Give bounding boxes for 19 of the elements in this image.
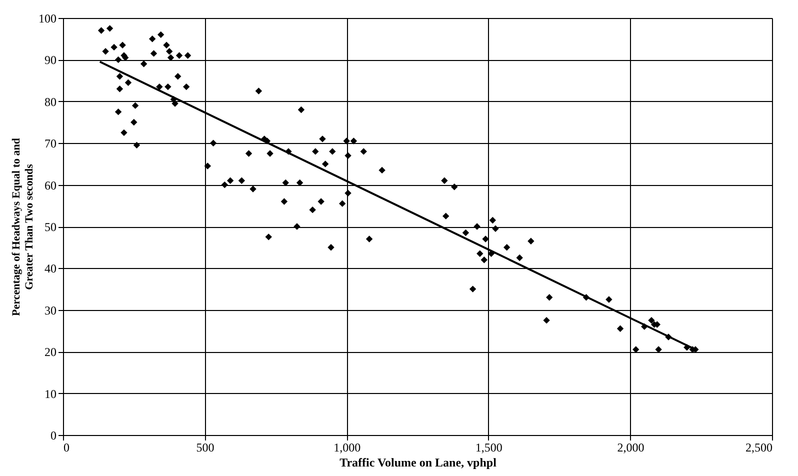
x-tick-label: 2,500 bbox=[746, 440, 772, 454]
y-tick-label: 80 bbox=[44, 94, 56, 109]
y-tick-label: 0 bbox=[50, 428, 56, 442]
y-tick-label: 90 bbox=[44, 53, 56, 68]
y-tick-label: 10 bbox=[44, 386, 56, 401]
y-tick-label: 60 bbox=[44, 178, 56, 192]
x-tick-label: 1,000 bbox=[334, 440, 361, 454]
y-tick-label: 100 bbox=[38, 12, 56, 26]
y-tick-label: 70 bbox=[44, 136, 56, 151]
x-tick-label: 500 bbox=[196, 440, 214, 454]
y-tick-label: 50 bbox=[44, 220, 56, 234]
x-tick-label: 0 bbox=[64, 440, 70, 454]
y-tick-label: 30 bbox=[44, 303, 56, 318]
x-tick-label: 1,500 bbox=[475, 440, 502, 454]
x-tick-label: 2,000 bbox=[617, 440, 644, 454]
y-axis-title: Percentage of Headways Equal to and Greater Than Two seconds bbox=[10, 138, 36, 316]
x-axis-title: Traffic Volume on Lane, vphpl bbox=[340, 456, 498, 470]
y-tick-label: 40 bbox=[44, 262, 56, 276]
y-tick-label: 20 bbox=[44, 345, 56, 360]
